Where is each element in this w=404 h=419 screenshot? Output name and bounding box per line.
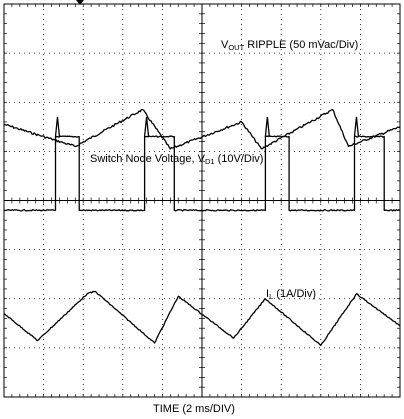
inductor-current-trace bbox=[3, 290, 401, 347]
switch-node-spike bbox=[264, 116, 271, 137]
scope-traces bbox=[3, 108, 401, 347]
time-axis-label: TIME (2 ms/DIV) bbox=[153, 403, 235, 415]
switch-node-spike bbox=[54, 116, 61, 137]
switch-node-spike bbox=[143, 116, 150, 137]
trigger-marker bbox=[76, 0, 84, 5]
switch-node-voltage-trace bbox=[3, 135, 401, 212]
switch-node-spike bbox=[353, 116, 360, 137]
scope-grid bbox=[3, 0, 401, 398]
switch-node-voltage-label: Switch Node Voltage, VD1 (10V/Div) bbox=[90, 153, 264, 166]
vout-ripple-trace bbox=[3, 108, 401, 150]
vout-ripple-label: VOUT RIPPLE (50 mVac/Div) bbox=[221, 39, 359, 52]
inductor-current-label: IL (1A/Div) bbox=[266, 288, 317, 301]
